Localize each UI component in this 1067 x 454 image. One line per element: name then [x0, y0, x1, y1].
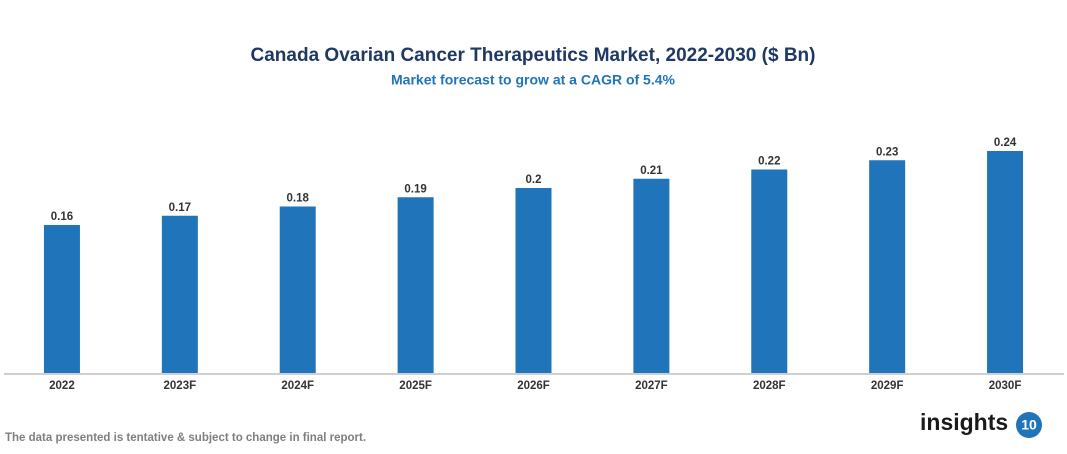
x-tick-label: 2030F	[989, 380, 1022, 392]
bar	[869, 160, 906, 373]
x-tick-label: 2028F	[753, 380, 786, 392]
data-label: 0.17	[169, 202, 191, 214]
data-label: 0.24	[994, 137, 1017, 149]
data-label: 0.19	[404, 183, 426, 195]
bar	[279, 206, 316, 373]
logo-badge	[1016, 412, 1042, 438]
chart-title: Canada Ovarian Cancer Therapeutics Marke…	[251, 45, 816, 66]
x-tick-label: 2023F	[164, 380, 197, 392]
x-tick-label: 2029F	[871, 380, 904, 392]
data-label: 0.2	[526, 174, 542, 186]
bar	[43, 225, 80, 373]
data-label: 0.18	[287, 193, 310, 205]
logo-badge-text: 10	[1021, 417, 1037, 433]
chart-subtitle: Market forecast to grow at a CAGR of 5.4…	[391, 72, 676, 88]
x-tick-label: 2026F	[517, 380, 550, 392]
x-tick-label: 2025F	[399, 380, 432, 392]
data-label: 0.16	[51, 211, 73, 223]
logo-text: insights	[920, 409, 1008, 435]
bar	[987, 151, 1024, 373]
bar	[515, 188, 552, 373]
bar	[161, 215, 198, 373]
data-label: 0.21	[640, 165, 663, 177]
bar	[633, 178, 670, 373]
data-label: 0.23	[876, 146, 898, 158]
bar	[751, 169, 788, 373]
x-tick-label: 2027F	[635, 380, 668, 392]
x-tick-label: 2022	[49, 380, 75, 392]
data-label: 0.22	[758, 156, 780, 168]
bar	[397, 197, 434, 373]
x-tick-label: 2024F	[281, 380, 314, 392]
footnote: The data presented is tentative & subjec…	[5, 432, 366, 444]
